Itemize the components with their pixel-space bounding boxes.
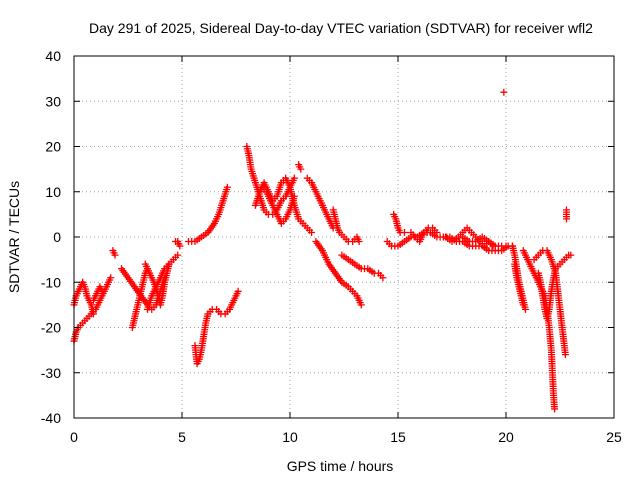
data-point (551, 405, 559, 413)
series-arc-9 (172, 238, 184, 250)
data-point (561, 351, 569, 359)
series-arc-19 (338, 251, 387, 282)
data-point (176, 242, 184, 250)
data-point (165, 260, 173, 268)
y-tick-label: 40 (45, 48, 61, 64)
data-point (500, 88, 508, 96)
series-arc-14 (251, 174, 316, 236)
data-point (89, 310, 97, 318)
series-arc-24 (459, 233, 510, 250)
data-point (502, 242, 510, 250)
x-tick-label: 15 (390, 429, 406, 445)
series-arc-28 (530, 247, 569, 359)
data-point (357, 301, 365, 309)
x-tick-label: 10 (282, 429, 298, 445)
x-tick-label: 20 (498, 429, 514, 445)
series-arc-22 (407, 224, 441, 246)
series-arc-30 (562, 206, 570, 223)
y-tick-labels: -40 -30 -20 -10 0 10 20 30 40 (41, 48, 61, 426)
data-point (400, 228, 408, 236)
chart-title: Day 291 of 2025, Sidereal Day-to-day VTE… (89, 20, 593, 36)
data-point (290, 174, 298, 182)
data-point (297, 165, 305, 173)
x-axis-label: GPS time / hours (287, 458, 394, 474)
y-tick-label: 30 (45, 93, 61, 109)
data-point (379, 274, 387, 282)
series-arc-8 (143, 260, 173, 313)
series-arc-4 (109, 247, 119, 259)
data-point (234, 287, 242, 295)
data-point (519, 301, 527, 309)
axis-ticks (73, 55, 615, 419)
x-tick-label: 5 (178, 429, 186, 445)
series-arc-26 (511, 260, 527, 309)
y-tick-label: 10 (45, 184, 61, 200)
data-points (70, 88, 575, 413)
data-point (562, 215, 570, 223)
grid (74, 56, 614, 418)
y-tick-label: 20 (45, 139, 61, 155)
series-arc-11 (184, 183, 231, 246)
y-tick-label: -30 (41, 365, 61, 381)
series-arc-29 (534, 251, 575, 322)
series-arc-16 (303, 174, 337, 232)
data-point (567, 251, 575, 259)
data-point (174, 251, 182, 259)
data-point (433, 228, 441, 236)
y-tick-label: -20 (41, 320, 61, 336)
data-point (111, 251, 119, 259)
x-tick-labels: 0 5 10 15 20 25 (70, 429, 622, 445)
series-arc-3 (89, 283, 106, 304)
y-axis-label: SDTVAR / TECUs (6, 181, 22, 293)
series-arc-17 (312, 238, 365, 309)
data-point (107, 274, 115, 282)
y-tick-label: -40 (41, 410, 61, 426)
data-point (223, 183, 231, 191)
series-arc-10 (191, 287, 242, 368)
x-tick-label: 25 (606, 429, 622, 445)
y-tick-label: -10 (41, 274, 61, 290)
data-point (521, 305, 529, 313)
series-arc-2 (70, 278, 97, 318)
series-outlier (500, 88, 508, 96)
series-arc-15 (295, 161, 305, 173)
data-point (98, 287, 106, 295)
series-arc-21 (390, 210, 408, 236)
data-point (355, 238, 363, 246)
data-point (308, 228, 316, 236)
x-tick-label: 0 (70, 429, 78, 445)
series-arc-18 (329, 206, 363, 246)
y-tick-label: 0 (53, 229, 61, 245)
